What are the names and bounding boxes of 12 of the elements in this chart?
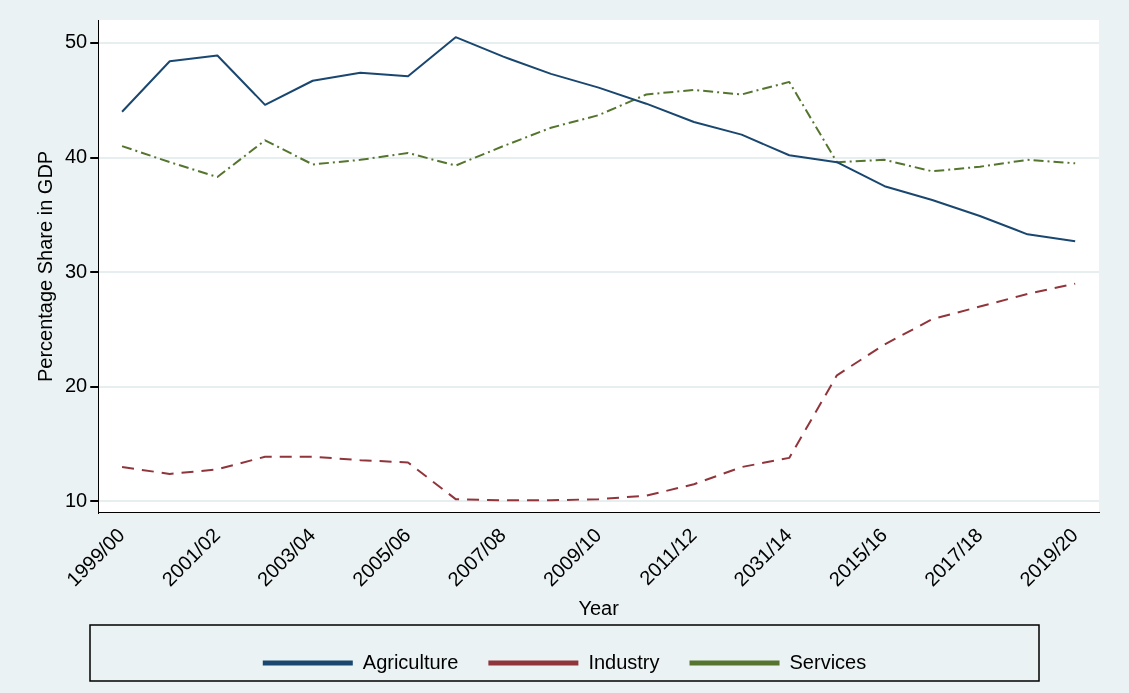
x-axis-title: Year xyxy=(578,596,620,619)
y-tick-label: 30 xyxy=(65,259,88,282)
legend-label: Agriculture xyxy=(362,650,459,673)
line-series xyxy=(121,282,1077,502)
y-tick-label: 40 xyxy=(65,145,88,168)
y-tick-label: 10 xyxy=(65,488,88,511)
legend-label: Services xyxy=(789,650,867,673)
y-axis-title: Percentage Share in GDP xyxy=(33,150,56,383)
legend-label: Industry xyxy=(588,650,660,673)
line-series xyxy=(121,80,1077,179)
y-tick-label: 50 xyxy=(65,30,88,53)
y-tick-label: 20 xyxy=(65,374,88,397)
